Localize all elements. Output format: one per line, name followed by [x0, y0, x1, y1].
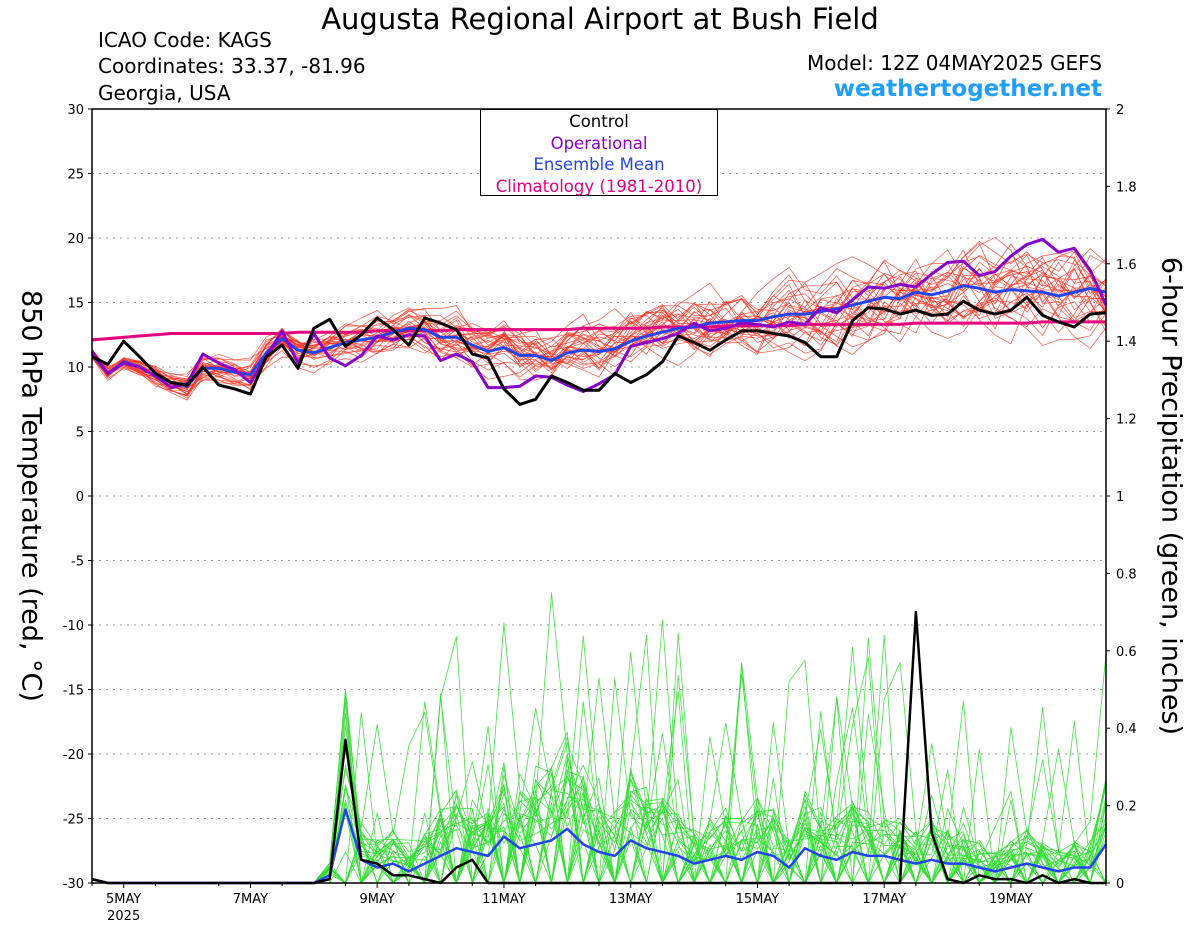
icao-code: ICAO Code: KAGS	[98, 28, 272, 52]
y2-tick-label: 2	[1116, 103, 1124, 118]
x-tick-label: 13MAY	[609, 892, 653, 907]
y-tick-label: 5	[76, 426, 84, 441]
y2-axis-label: 6-hour Precipitation (green, inches)	[1155, 256, 1187, 736]
y-tick-label: 20	[67, 232, 84, 247]
climatology-line	[91, 320, 1106, 342]
y2-tick-label: 0.6	[1116, 645, 1137, 660]
y2-tick-label: 0	[1116, 877, 1124, 892]
x-tick-label: 5MAY	[106, 892, 141, 907]
x-tick-label: 15MAY	[736, 892, 780, 907]
x-tick-label: 11MAY	[482, 892, 526, 907]
y2-tick-label: 0.8	[1116, 567, 1137, 582]
legend-ensemble-mean: Ensemble Mean	[533, 155, 665, 175]
legend-control: Control	[569, 112, 629, 131]
temp-member-line	[91, 254, 1107, 388]
y2-tick-label: 0.2	[1116, 800, 1137, 815]
x-tick-label: 17MAY	[862, 892, 906, 907]
y2-tick-label: 1.8	[1116, 180, 1137, 195]
y-tick-label: 0	[76, 490, 84, 505]
y-tick-label: -10	[63, 619, 84, 634]
legend-climatology: Climatology (1981-2010)	[495, 176, 703, 196]
chart-title: Augusta Regional Airport at Bush Field	[321, 2, 879, 36]
y2-tick-label: 1.4	[1116, 335, 1137, 350]
model-run: Model: 12Z 04MAY2025 GEFS	[807, 51, 1102, 75]
y-tick-label: -15	[63, 684, 84, 699]
legend: Control Operational Ensemble Mean Climat…	[480, 109, 718, 196]
x-tick-sublabel: 2025	[107, 909, 140, 924]
y-tick-label: -5	[71, 555, 84, 570]
y2-tick-label: 1.6	[1116, 258, 1137, 273]
y-tick-label: -20	[63, 748, 84, 763]
y2-tick-label: 0.4	[1116, 722, 1137, 737]
y-tick-label: -25	[63, 813, 84, 828]
y-tick-label: -30	[63, 877, 84, 892]
temp-member-line	[91, 253, 1107, 396]
legend-operational: Operational	[550, 133, 648, 153]
x-tick-label: 19MAY	[989, 892, 1033, 907]
y-tick-label: 25	[67, 168, 84, 183]
y-tick-label: 15	[67, 297, 84, 312]
x-tick-label: 9MAY	[360, 892, 395, 907]
y-tick-label: 30	[67, 103, 84, 118]
operational-line	[90, 237, 1108, 393]
temp-member-line	[91, 249, 1107, 397]
site-link[interactable]: weathertogether.net	[833, 76, 1102, 102]
temp-member-line	[91, 268, 1107, 386]
coordinates: Coordinates: 33.37, -81.96	[98, 54, 366, 78]
temp-member-line	[91, 243, 1107, 383]
x-tick-label: 7MAY	[233, 892, 268, 907]
region: Georgia, USA	[98, 81, 231, 105]
temp-control-line	[91, 295, 1107, 406]
y-tick-label: 10	[67, 361, 84, 376]
y2-tick-label: 1.2	[1116, 413, 1137, 428]
y2-tick-label: 1	[1116, 490, 1124, 505]
temp-mean-line	[90, 284, 1107, 388]
y-axis-label: 850 hPa Temperature (red, °C)	[15, 290, 47, 702]
